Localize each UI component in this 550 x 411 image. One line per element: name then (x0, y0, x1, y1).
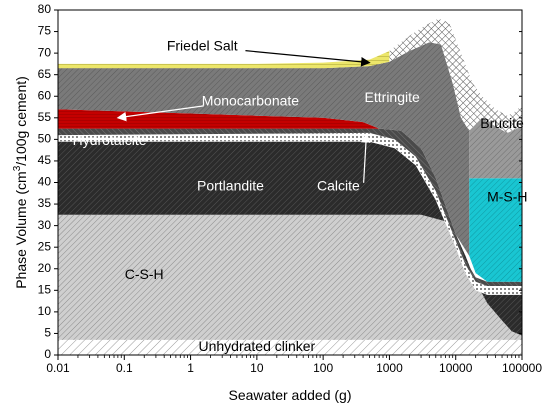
layer-c-s-h (58, 214, 522, 340)
axes: 0 5 10 15 20 25 30 35 40 45 50 55 60 65 70 75 80 0.01 0.1 1… (38, 2, 543, 375)
y-tick-label: 10 (38, 304, 52, 318)
x-tick-label: 100 (313, 361, 333, 375)
layer-ettringite (58, 42, 470, 256)
x-tick-label: 0.01 (46, 361, 70, 375)
layer-friedel-salt (58, 51, 390, 69)
layer-monocarbonate (58, 109, 380, 129)
arrow-calcite (361, 133, 371, 183)
y-axis-title: Phase Volume (cm3/100g cement) (12, 76, 29, 289)
x-tick-label: 10000 (439, 361, 473, 375)
y-tick-label: 30 (38, 218, 52, 232)
layer-top-envelope (389, 18, 522, 133)
y-tick-label: 50 (38, 132, 52, 146)
x-tick-label: 1 (187, 361, 194, 375)
label-ettringite: Ettringite (365, 89, 420, 105)
label-hydrotalcite: Hydrotalcite (73, 132, 147, 148)
y-tick-label: 65 (38, 67, 52, 81)
y-tick-label: 0 (44, 347, 51, 361)
y-tick-label: 25 (38, 239, 52, 253)
label-m-s-h: M-S-H (487, 188, 527, 204)
label-unhydrated-clinker: Unhydrated clinker (198, 338, 315, 354)
y-tick-label: 60 (38, 88, 52, 102)
y-tick-label: 15 (38, 282, 52, 296)
y-tick-label: 55 (38, 110, 52, 124)
arrow-friedel-salt (245, 50, 371, 67)
label-c-s-h: C-S-H (125, 266, 164, 282)
label-monocarbonate: Monocarbonate (202, 93, 300, 109)
phase-annotations: Friedel Salt Monocarbonate Ettringite Hydro… (73, 37, 528, 354)
layer-unhydrated-clinker (58, 339, 522, 355)
y-tick-label: 40 (38, 175, 52, 189)
x-tick-label: 1000 (376, 361, 403, 375)
y-tick-label: 45 (38, 153, 52, 167)
x-tick-label: 100000 (502, 361, 542, 375)
x-tick-label: 0.1 (116, 361, 133, 375)
layer-m-s-h (469, 178, 522, 282)
x-tick-label: 10 (250, 361, 264, 375)
phase-layers (57, 18, 523, 355)
label-friedel-salt: Friedel Salt (167, 37, 238, 53)
label-brucite: Brucite (480, 115, 524, 131)
y-tick-label: 75 (38, 24, 52, 38)
layer-brucite (469, 117, 522, 179)
label-portlandite: Portlandite (197, 178, 264, 194)
label-calcite: Calcite (317, 178, 360, 194)
y-tick-label: 80 (38, 2, 52, 16)
layer-portlandite (58, 141, 522, 336)
y-tick-label: 20 (38, 261, 52, 275)
y-tick-label: 70 (38, 45, 52, 59)
y-tick-label: 35 (38, 196, 52, 210)
arrow-monocarbonate (116, 105, 204, 122)
y-tick-label: 5 (44, 326, 51, 340)
x-axis-title: Seawater added (g) (229, 387, 352, 403)
